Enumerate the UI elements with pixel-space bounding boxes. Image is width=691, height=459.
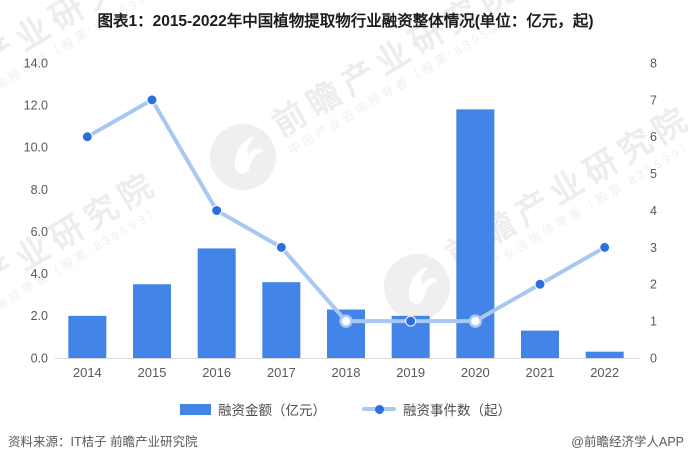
marker-2015 (146, 94, 158, 106)
right-axis-tick: 0 (650, 351, 657, 365)
left-axis-tick: 12.0 (24, 99, 48, 113)
x-axis-label-2015: 2015 (138, 365, 167, 380)
marker-2019 (405, 315, 417, 327)
legend-label: 融资事件数（起） (403, 403, 511, 418)
legend-item-bar-series: 融资金额（亿元） (180, 399, 326, 419)
page-title: 图表1：2015-2022年中国植物提取物行业融资整体情况(单位：亿元，起) (97, 13, 594, 30)
left-axis-tick: 2.0 (31, 309, 48, 323)
bar-2015 (133, 284, 171, 358)
marker-2022 (599, 241, 611, 253)
left-axis-tick: 4.0 (31, 267, 48, 281)
x-axis-label-2014: 2014 (73, 365, 102, 380)
bar-2014 (68, 315, 107, 358)
marker-2021 (534, 278, 546, 290)
right-axis-tick: 4 (650, 204, 657, 218)
right-axis-tick: 2 (650, 278, 657, 292)
line-series-swatch-icon (362, 403, 396, 416)
left-axis-tick: 6.0 (31, 225, 48, 239)
x-axis-label-2021: 2021 (526, 365, 555, 380)
right-axis-tick: 3 (650, 241, 657, 255)
bar-series-swatch-icon (180, 403, 211, 415)
left-axis-tick: 8.0 (31, 183, 48, 197)
bar-2017 (262, 282, 301, 358)
source-note: 资料来源：IT桔子 前瞻产业研究院 (8, 435, 198, 449)
x-axis-label-2020: 2020 (461, 365, 490, 380)
right-axis-tick: 5 (650, 167, 657, 181)
x-axis-label-2018: 2018 (332, 365, 361, 380)
marker-2014 (81, 131, 93, 143)
marker-2017 (275, 241, 287, 253)
marker-2016 (211, 205, 223, 216)
right-axis-tick: 7 (650, 93, 657, 107)
left-axis-tick: 14.0 (24, 56, 48, 70)
bar-2021 (521, 330, 559, 358)
chart-legend: 融资金额（亿元） 融资事件数（起） (0, 399, 691, 419)
credit-note: @前瞻经济学人APP (571, 435, 684, 449)
legend-label: 融资金额（亿元） (218, 403, 326, 418)
x-axis-label-2017: 2017 (267, 365, 296, 380)
bar-2016 (197, 248, 236, 358)
right-axis-tick: 1 (650, 315, 657, 329)
x-axis-label-2019: 2019 (396, 365, 425, 380)
x-axis-label-2022: 2022 (590, 365, 619, 380)
right-axis-tick: 6 (650, 130, 657, 144)
left-axis-tick: 0.0 (31, 351, 48, 365)
marker-2018 (339, 314, 353, 328)
bar-2022 (585, 351, 624, 358)
legend-item-line-series: 融资事件数（起） (362, 399, 511, 419)
left-axis-tick: 10.0 (24, 141, 48, 155)
x-axis-label-2016: 2016 (202, 365, 231, 380)
right-axis-tick: 8 (650, 56, 657, 70)
marker-2020 (468, 314, 483, 328)
